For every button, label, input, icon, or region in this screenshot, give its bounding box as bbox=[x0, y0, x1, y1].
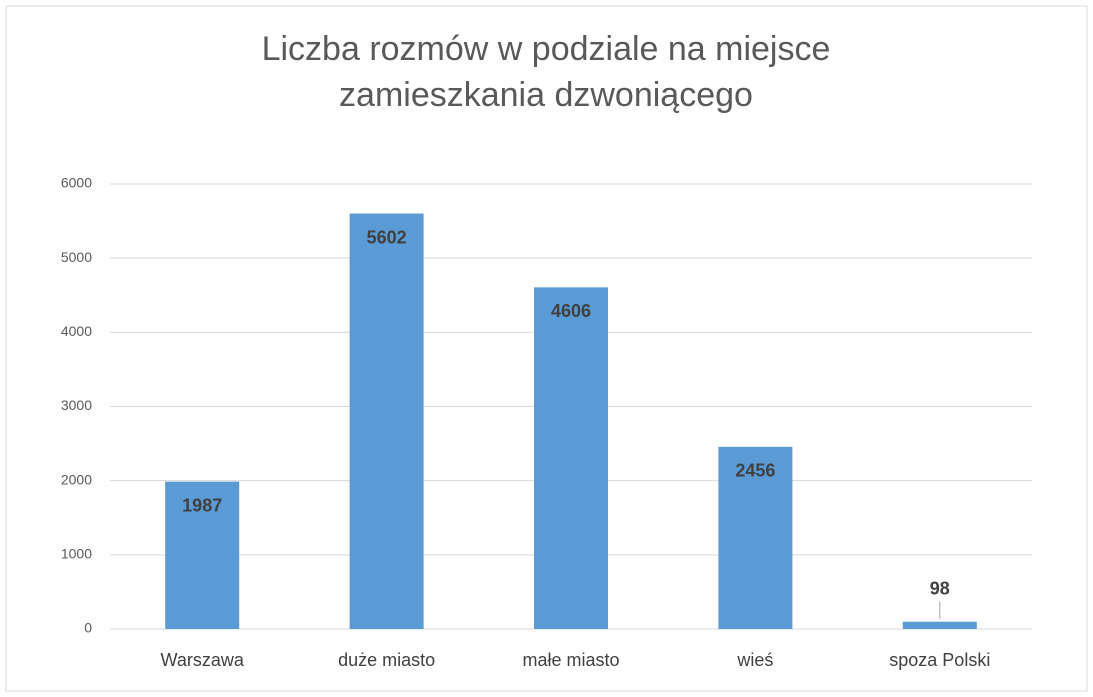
bar bbox=[718, 446, 793, 629]
y-tick-label: 5000 bbox=[61, 249, 92, 265]
y-tick-label: 1000 bbox=[61, 546, 92, 562]
chart-border bbox=[5, 5, 1088, 692]
data-label: 2456 bbox=[735, 461, 775, 481]
x-tick-label: Warszawa bbox=[161, 650, 245, 670]
y-tick-label: 2000 bbox=[61, 471, 92, 487]
y-tick-label: 6000 bbox=[61, 175, 92, 191]
x-tick-label: duże miasto bbox=[338, 650, 435, 670]
bar bbox=[349, 213, 424, 630]
bar bbox=[902, 621, 977, 629]
bar bbox=[165, 481, 240, 629]
y-tick-label: 3000 bbox=[61, 397, 92, 413]
data-label: 1987 bbox=[182, 495, 222, 515]
y-tick-label: 4000 bbox=[61, 323, 92, 339]
chart-title: Liczba rozmów w podziale na miejsce zami… bbox=[261, 30, 831, 114]
data-label: 4606 bbox=[551, 301, 591, 321]
x-tick-label: wieś bbox=[736, 650, 773, 670]
data-label: 5602 bbox=[367, 227, 407, 247]
bar bbox=[534, 287, 608, 629]
x-tick-label: małe miasto bbox=[522, 650, 619, 670]
y-tick-label: 0 bbox=[84, 620, 92, 636]
data-label: 98 bbox=[930, 578, 950, 598]
x-tick-label: spoza Polski bbox=[889, 650, 990, 670]
